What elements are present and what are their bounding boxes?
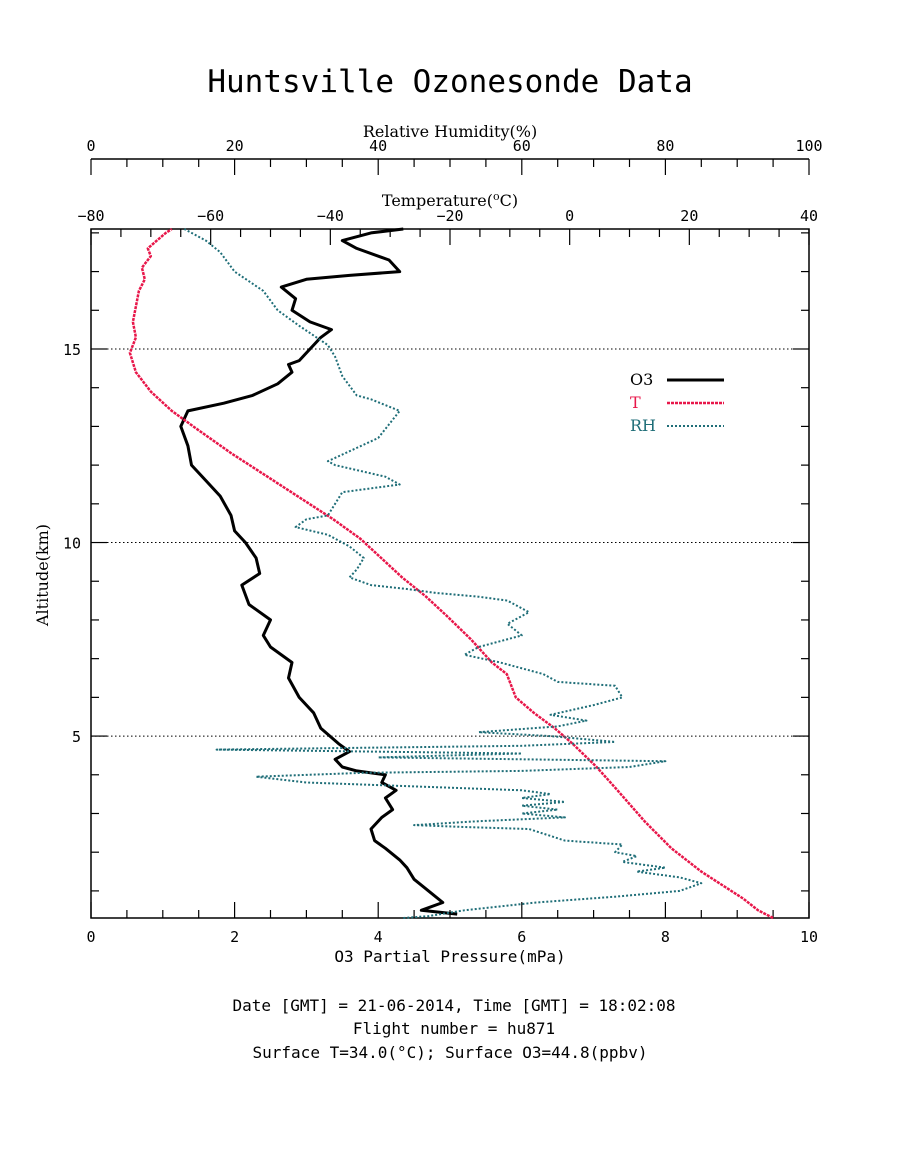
legend-label-rh: RH [630,416,656,435]
o3-tick-label: 10 [800,928,818,946]
o3-axis-label: O3 Partial Pressure(mPa) [334,947,565,966]
rh-axis-label: Relative Humidity(%) [363,122,537,141]
plot-frame [90,228,810,919]
temperature-axis-label-degree: o [493,190,500,203]
chart-title: Huntsville Ozonesonde Data [207,64,692,100]
temperature-tick-label: 0 [565,207,574,225]
rh-tick-label: 0 [86,137,95,155]
rh-tick-label: 80 [656,137,674,155]
rh-tick-label: 40 [369,137,387,155]
o3-tick-label: 8 [661,928,670,946]
temperature-axis-label: Temperature(oC) [382,190,518,210]
legend: O3 T RH [630,370,724,435]
temperature-tick-label: −80 [77,207,104,225]
legend-label-o3: O3 [630,370,653,389]
o3-tick-label: 2 [230,928,239,946]
temperature-tick-label: −20 [436,207,463,225]
altitude-axis-label: Altitude(km) [33,524,52,627]
series-line-rh [183,228,703,919]
series-line-t [128,227,774,920]
series-line-o3 [179,227,458,916]
o3-tick-label: 6 [517,928,526,946]
legend-label-t: T [630,393,641,412]
temperature-tick-label: 40 [800,207,818,225]
axes-layer: 5 10 15 0 2 4 6 8 10 −80 −60 −40 −20 0 20 40 0 20 40 60 80 10… [63,137,823,946]
y-tick-label: 10 [63,535,81,553]
temperature-tick-label: 20 [680,207,698,225]
y-tick-label: 5 [72,728,81,746]
o3-tick-label: 0 [86,928,95,946]
footer-date-time: Date [GMT] = 21-06-2014, Time [GMT] = 18… [232,996,675,1015]
temperature-tick-label: −60 [197,207,224,225]
rh-tick-label: 20 [226,137,244,155]
series-layer [128,227,774,920]
rh-tick-label: 100 [795,137,822,155]
footer-flight-number: Flight number = hu871 [353,1019,555,1038]
temperature-axis-label-unit: C) [500,191,518,210]
temperature-tick-label: −40 [317,207,344,225]
footer-surface-values: Surface T=34.0(°C); Surface O3=44.8(ppbv… [253,1043,648,1062]
temperature-axis-label-main: Temperature( [382,191,493,210]
y-tick-label: 15 [63,341,81,359]
rh-tick-label: 60 [513,137,531,155]
o3-tick-label: 4 [374,928,383,946]
